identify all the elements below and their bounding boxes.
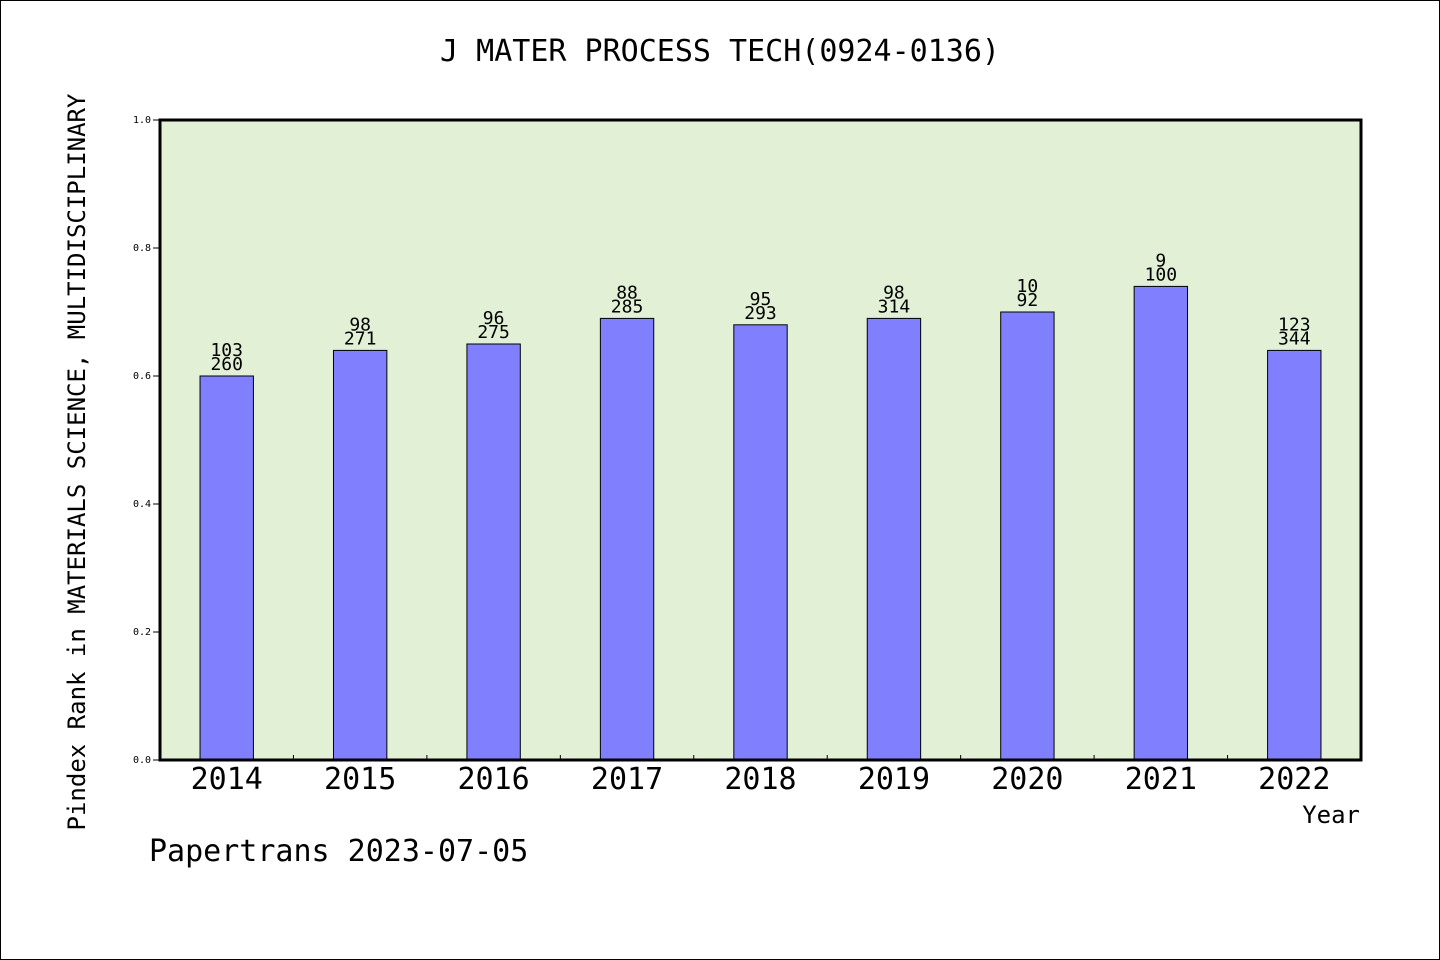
y-tick-label: 0.6 <box>133 371 151 382</box>
x-tick-label: 2020 <box>991 762 1063 797</box>
x-tick-label: 2018 <box>724 762 796 797</box>
x-tick-label: 2019 <box>858 762 930 797</box>
x-tick-label: 2016 <box>457 762 529 797</box>
chart-title: J MATER PROCESS TECH(0924-0136) <box>440 34 1000 69</box>
bar-rank-label: 9 <box>1155 250 1166 271</box>
bar-rank-label: 98 <box>349 314 371 335</box>
bar <box>599 317 655 761</box>
bar-rank-label: 123 <box>1278 314 1311 335</box>
y-tick-label: 0.8 <box>133 243 151 254</box>
bar-total-label: 344 <box>1278 328 1311 349</box>
x-axis-label: Year <box>1302 801 1360 829</box>
bar <box>1267 349 1322 761</box>
bar <box>733 324 788 761</box>
bar-rank-label: 96 <box>483 308 505 329</box>
y-tick-label: 0.2 <box>133 627 151 638</box>
plot-border <box>158 118 1363 762</box>
bar-total-label: 293 <box>744 303 777 324</box>
bar-rank-label: 10 <box>1017 276 1039 297</box>
footer-credit: Papertrans 2023-07-05 <box>149 834 529 869</box>
bar <box>1000 311 1055 761</box>
bar-total-label: 260 <box>210 354 243 375</box>
x-tick-label: 2015 <box>324 762 396 797</box>
bar-rank-label: 103 <box>210 340 243 361</box>
bar <box>332 349 388 761</box>
bar-rank-label: 88 <box>616 282 638 303</box>
bar <box>199 375 254 761</box>
bar-rank-label: 95 <box>750 289 772 310</box>
y-tick-label: 0.0 <box>133 755 151 766</box>
x-tick-label: 2017 <box>591 762 663 797</box>
y-tick-label: 1.0 <box>133 115 151 126</box>
bar-total-label: 271 <box>344 328 377 349</box>
x-tick-label: 2014 <box>191 762 263 797</box>
bar <box>466 343 521 761</box>
bar <box>866 317 922 761</box>
bar-total-label: 275 <box>477 322 510 343</box>
y-tick-label: 0.4 <box>133 499 151 510</box>
bar-total-label: 92 <box>1017 290 1039 311</box>
x-tick-label: 2022 <box>1258 762 1330 797</box>
bar-rank-label: 98 <box>883 282 905 303</box>
bar-total-label: 314 <box>878 296 911 317</box>
bar-total-label: 285 <box>611 296 644 317</box>
bar-total-label: 100 <box>1145 264 1178 285</box>
x-tick-label: 2021 <box>1125 762 1197 797</box>
bar <box>1133 285 1189 761</box>
